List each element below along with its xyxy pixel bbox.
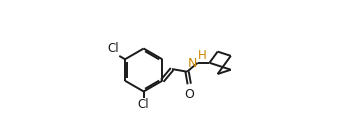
Text: H: H <box>198 49 207 62</box>
Text: O: O <box>184 88 194 101</box>
Text: Cl: Cl <box>107 42 119 55</box>
Text: N: N <box>188 57 197 70</box>
Text: Cl: Cl <box>138 98 150 111</box>
